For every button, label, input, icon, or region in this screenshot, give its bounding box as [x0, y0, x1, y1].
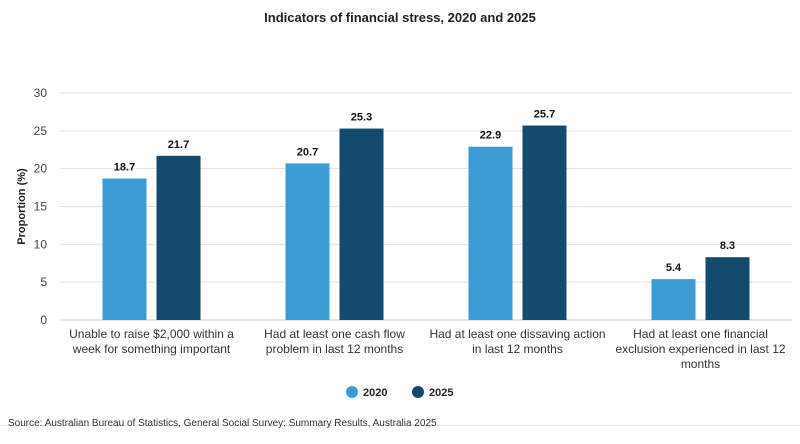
bar-2025: [705, 257, 750, 320]
source-note: Source: Australian Bureau of Statistics,…: [8, 418, 437, 429]
y-tick-label: 0: [40, 313, 47, 327]
bar-2020: [285, 163, 330, 320]
y-tick-label: 20: [34, 162, 48, 176]
legend-label: 2020: [363, 387, 387, 399]
data-label: 20.7: [297, 146, 318, 158]
divider: [0, 425, 800, 426]
data-label: 18.7: [114, 162, 135, 174]
y-axis-label: Proportion (%): [16, 168, 28, 245]
data-label: 22.9: [480, 130, 501, 142]
x-tick-label: Unable to raise $2,000 within a: [69, 327, 234, 341]
bar-2025: [156, 155, 201, 320]
data-label: 8.3: [720, 240, 735, 252]
x-tick-label: in last 12 months: [472, 342, 563, 356]
y-tick-label: 25: [34, 124, 48, 138]
data-label: 25.7: [534, 109, 555, 121]
y-tick-label: 10: [34, 237, 48, 251]
x-tick-label: week for something important: [72, 342, 231, 356]
legend-label: 2025: [429, 387, 453, 399]
data-label: 21.7: [168, 139, 189, 151]
bar-2020: [651, 279, 696, 320]
x-tick-label: Had at least one cash flow: [264, 327, 405, 341]
y-tick-label: 15: [34, 200, 48, 214]
x-tick-label: months: [681, 357, 720, 371]
x-tick-label: Had at least one financial: [633, 327, 768, 341]
chart-title: Indicators of financial stress, 2020 and…: [264, 10, 536, 25]
legend-swatch-2025: [412, 386, 424, 398]
y-tick-label: 5: [40, 275, 47, 289]
data-label: 25.3: [351, 112, 372, 124]
legend-swatch-2020: [346, 386, 358, 398]
bar-2020: [468, 146, 513, 320]
bar-2025: [522, 125, 567, 320]
x-tick-label: exclusion experienced in last 12: [615, 342, 785, 356]
x-tick-label: Had at least one dissaving action: [429, 327, 605, 341]
bar-2025: [339, 128, 384, 320]
x-tick-label: problem in last 12 months: [266, 342, 403, 356]
bar-2020: [102, 178, 147, 320]
data-label: 5.4: [666, 262, 682, 274]
y-tick-label: 30: [34, 86, 48, 100]
